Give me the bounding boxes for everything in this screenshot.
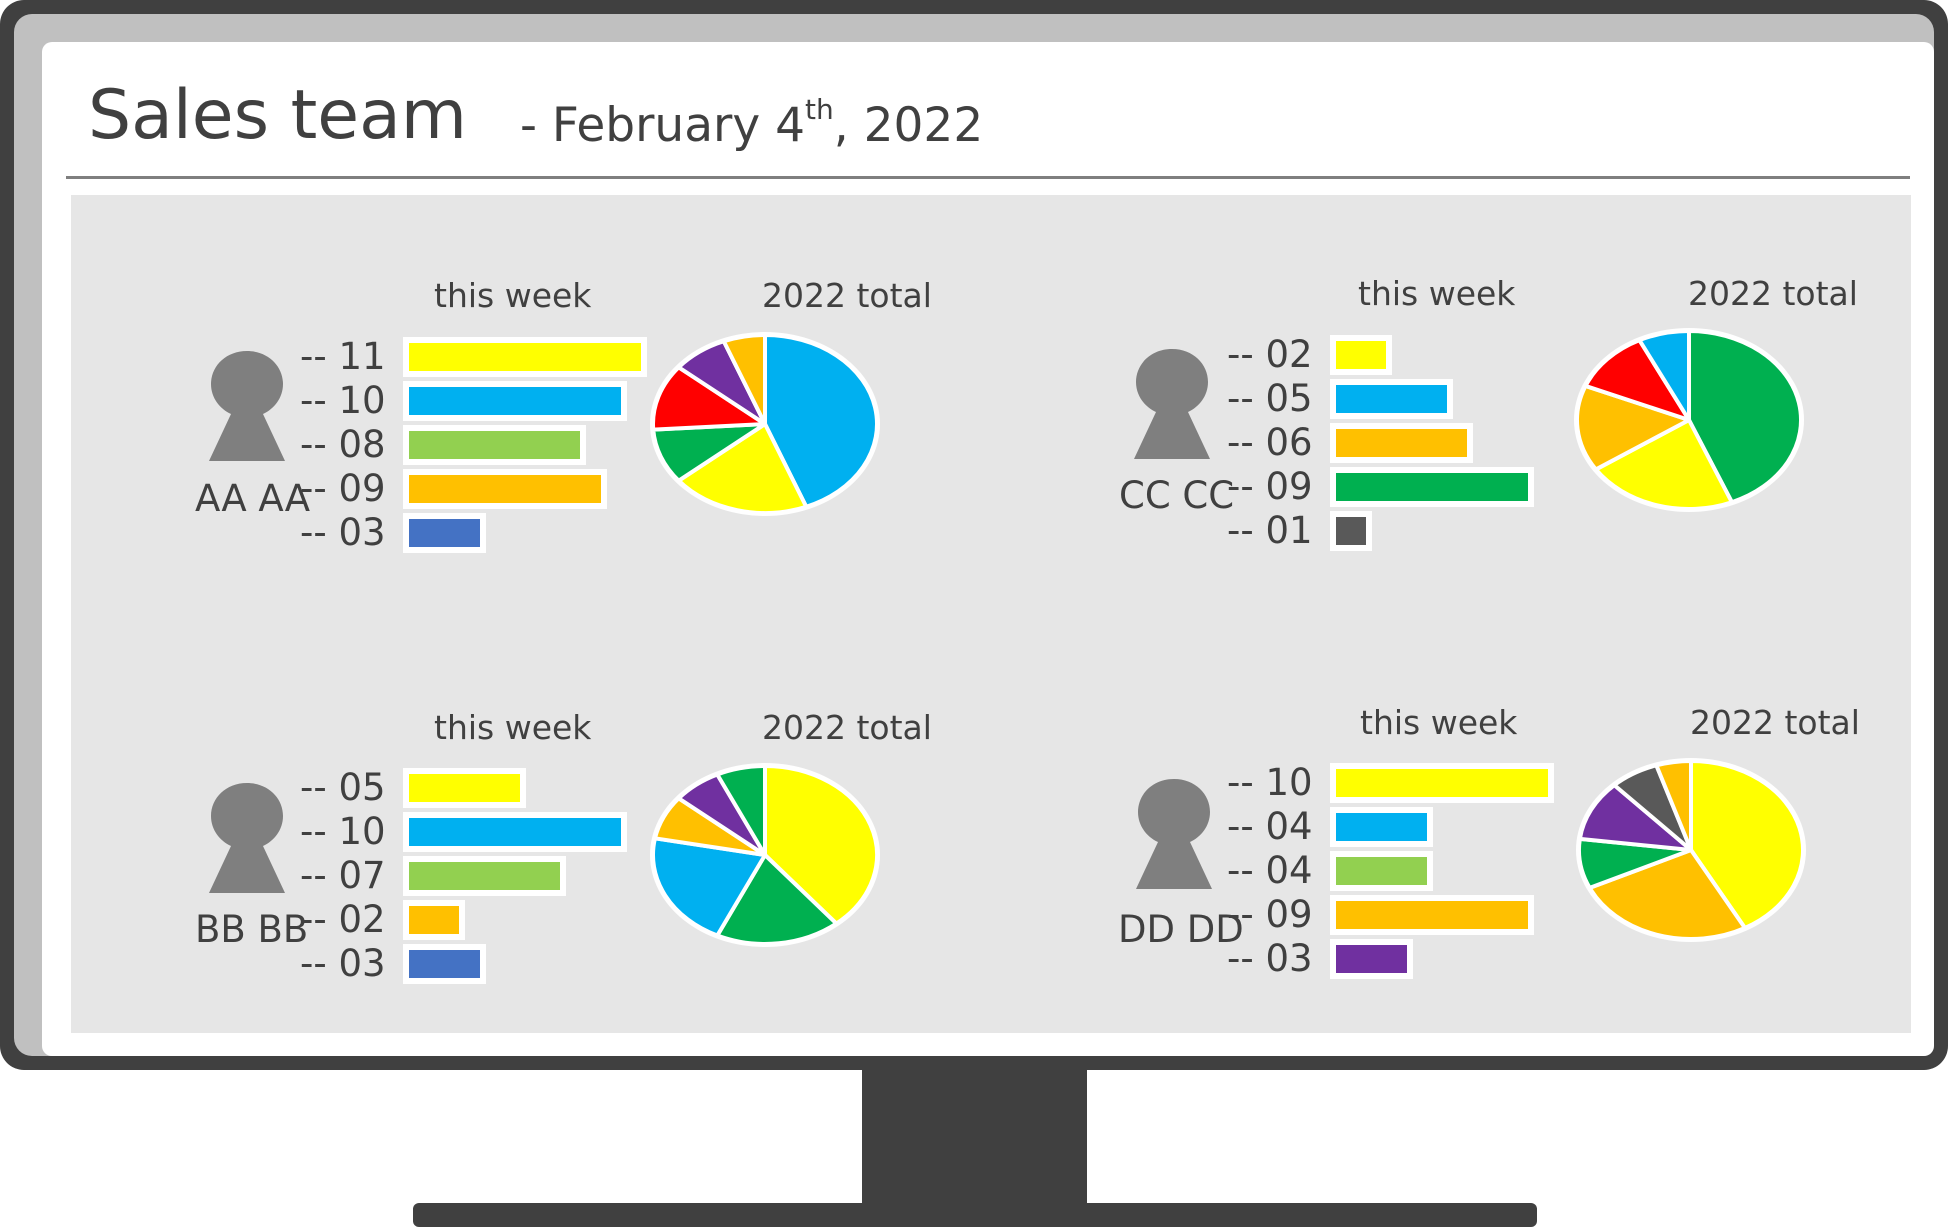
pie-slice <box>715 764 767 857</box>
pie-slice <box>1583 338 1691 422</box>
bar-label: -- 02 <box>1227 333 1313 376</box>
bar <box>403 768 526 808</box>
bar-chart-bb: -- 05 -- 10 -- 07 -- 02 -- 03 <box>139 706 899 1006</box>
bar <box>403 900 465 940</box>
bar <box>403 381 627 421</box>
total-heading: 2022 total <box>1690 703 1860 742</box>
pie-slice <box>763 333 879 509</box>
person-name: CC CC <box>1119 474 1235 517</box>
person-icon <box>1136 779 1212 889</box>
pie-chart-aa <box>650 332 880 516</box>
pie-chart-dd <box>1576 758 1806 942</box>
pie-slice <box>715 853 839 946</box>
bar-label: -- 01 <box>1227 509 1313 552</box>
bar-chart-aa: -- 11 -- 10 -- 08 -- 09 -- 03 <box>139 275 899 575</box>
dashboard-panel: AA AA this week 2022 total -- 11 -- 10 -- … <box>71 195 1911 1033</box>
bar <box>403 944 486 984</box>
bar <box>403 856 566 896</box>
pie-slice <box>651 365 767 432</box>
pie-chart-bb <box>650 763 880 947</box>
monitor-frame: Sales team - February 4th, 2022 AA AA th… <box>0 0 1948 1070</box>
pie-slice <box>721 333 767 426</box>
bar-label: -- 11 <box>300 335 386 378</box>
pie-slice <box>676 422 809 515</box>
bar <box>1330 511 1372 551</box>
bar-label: -- 05 <box>1227 377 1313 420</box>
bar <box>1330 335 1392 375</box>
pie-slice <box>1587 848 1747 941</box>
bar <box>1330 939 1413 979</box>
monitor-bezel: Sales team - February 4th, 2022 AA AA th… <box>14 14 1934 1056</box>
pie-slice <box>1637 329 1691 422</box>
person-card-cc: CC CC this week 2022 total -- 02 -- 05 -- … <box>1066 273 1858 573</box>
page-date: - February 4th, 2022 <box>520 93 983 150</box>
bar-label: -- 08 <box>300 423 386 466</box>
bar-label: -- 03 <box>300 511 386 554</box>
pie-slice <box>1575 383 1691 472</box>
bar-label: -- 03 <box>1227 937 1313 980</box>
bar <box>1330 467 1534 507</box>
person-name: DD DD <box>1118 908 1244 951</box>
bar-label: -- 07 <box>300 854 386 897</box>
person-icon <box>1134 349 1210 459</box>
bar-label: -- 03 <box>300 942 386 985</box>
bar <box>1330 895 1534 935</box>
bar <box>1330 763 1554 803</box>
this-week-heading: this week <box>434 708 592 747</box>
bar-label: -- 04 <box>1227 849 1313 892</box>
person-icon <box>209 783 285 893</box>
bar-label: -- 09 <box>1227 465 1313 508</box>
monitor-neck <box>862 1068 1087 1208</box>
bar <box>403 337 647 377</box>
bar <box>1330 807 1433 847</box>
bar-label: -- 06 <box>1227 421 1313 464</box>
bar <box>403 469 607 509</box>
bar <box>403 425 586 465</box>
bar-label: -- 10 <box>1227 761 1313 804</box>
bar-label: -- 10 <box>300 379 386 422</box>
pie-slice <box>763 764 879 926</box>
total-heading: 2022 total <box>762 708 932 747</box>
person-name: AA AA <box>195 477 311 520</box>
pie-slice <box>1593 418 1734 511</box>
this-week-heading: this week <box>1360 703 1518 742</box>
this-week-heading: this week <box>1358 274 1516 313</box>
date-year: , 2022 <box>833 98 984 153</box>
pie-slice <box>1689 759 1805 930</box>
bar-label: -- 10 <box>300 810 386 853</box>
pie-slice <box>1687 329 1804 505</box>
date-prefix: - February 4 <box>520 98 806 153</box>
person-card-dd: DD DD this week 2022 total -- 10 -- 04 -- … <box>1066 701 1860 1001</box>
bar <box>1330 851 1433 891</box>
pie-slice <box>1654 759 1693 852</box>
date-ordinal: th <box>805 93 834 126</box>
person-icon <box>209 351 285 461</box>
bar <box>1330 379 1453 419</box>
bar-chart-cc: -- 02 -- 05 -- 06 -- 09 -- 01 <box>1066 273 1826 573</box>
total-heading: 2022 total <box>762 276 932 315</box>
total-heading: 2022 total <box>1688 274 1858 313</box>
bar-label: -- 02 <box>300 898 386 941</box>
pie-chart-cc <box>1574 328 1804 512</box>
bar-label: -- 09 <box>300 467 386 510</box>
person-card-aa: AA AA this week 2022 total -- 11 -- 10 -- … <box>139 275 932 575</box>
person-name: BB BB <box>195 908 309 951</box>
monitor-base <box>413 1203 1537 1227</box>
bar-label: -- 04 <box>1227 805 1313 848</box>
bar <box>1330 423 1473 463</box>
header-divider <box>66 176 1910 179</box>
bar-chart-dd: -- 10 -- 04 -- 04 -- 09 -- 03 <box>1066 701 1826 1001</box>
person-card-bb: BB BB this week 2022 total -- 05 -- 10 -- … <box>139 706 932 1006</box>
bar-label: -- 05 <box>300 766 386 809</box>
bar <box>403 513 486 553</box>
pie-slice <box>651 836 767 938</box>
page-title: Sales team <box>88 76 468 155</box>
bar-label: -- 09 <box>1227 893 1313 936</box>
monitor-screen: Sales team - February 4th, 2022 AA AA th… <box>42 42 1934 1056</box>
this-week-heading: this week <box>434 276 592 315</box>
bar <box>403 812 627 852</box>
